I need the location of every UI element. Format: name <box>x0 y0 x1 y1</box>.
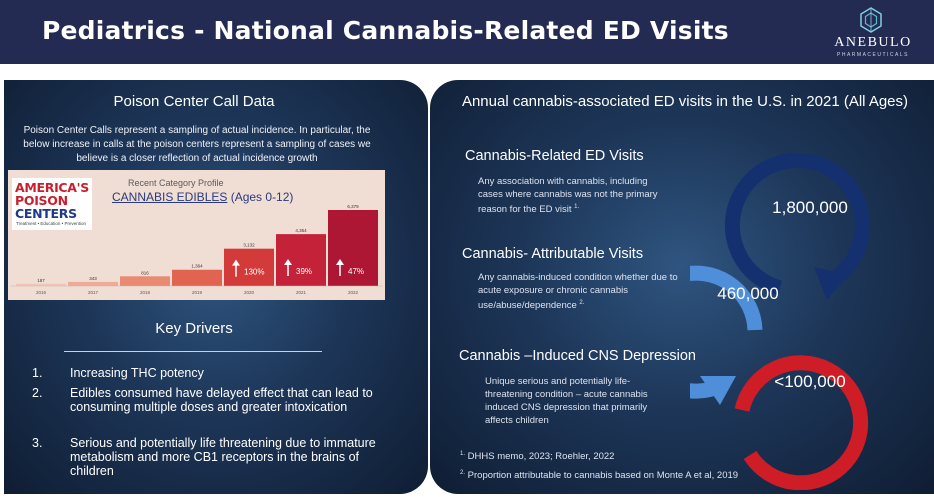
chart-bar <box>120 276 170 286</box>
header-bar: Pediatrics - National Cannabis-Related E… <box>0 0 934 64</box>
logo-tagline: Treatment • Education • Prevention <box>16 221 87 226</box>
section-desc-related: Any association with cannabis, including… <box>478 175 673 216</box>
x-tick-label: 2017 <box>88 290 99 295</box>
reference-2: 2. Proportion attributable to cannabis b… <box>460 470 738 481</box>
left-panel: Poison Center Call Data Poison Center Ca… <box>4 80 428 494</box>
chart-title-suffix: (Ages 0-12) <box>227 190 294 204</box>
light-blue-arrowhead-icon <box>700 376 736 405</box>
list-item-number: 3. <box>32 436 43 450</box>
slide-title: Pediatrics - National Cannabis-Related E… <box>42 16 729 45</box>
section-desc-text: Any association with cannabis, including… <box>478 176 658 216</box>
growth-arrowhead-icon <box>336 259 344 265</box>
section-desc-text: Any cannabis-induced condition whether d… <box>478 272 678 312</box>
ref-text: Proportion attributable to cannabis base… <box>465 470 739 482</box>
circular-arrows-graphic <box>690 152 870 490</box>
bar-value-label: 1,364 <box>191 264 203 269</box>
footnote-marker: 1. <box>574 204 580 210</box>
chart-bar <box>172 269 222 286</box>
footnote-marker: 2. <box>579 300 585 306</box>
growth-arrowhead-icon <box>232 259 240 266</box>
bar-value-label: 4,354 <box>295 228 307 233</box>
growth-percent-label: 130% <box>244 268 264 277</box>
logo-text-line3: CENTERS <box>15 206 77 221</box>
chart-title: CANNABIS EDIBLES (Ages 0-12) <box>112 190 293 204</box>
bar-chart-svg: 187 2016 343 2017 816 2018 1,364 2019 3,132 2020 1… <box>10 204 383 295</box>
bar-value-label: 816 <box>141 270 149 275</box>
ref-marker: 1. <box>460 451 466 457</box>
ref-text: DHHS memo, 2023; Roehler, 2022 <box>465 451 615 463</box>
growth-percent-label: 47% <box>348 267 364 276</box>
growth-arrowhead-icon <box>284 259 292 265</box>
logo-text-line2: POISON <box>15 193 68 208</box>
chart-title-main: CANNABIS EDIBLES <box>112 190 228 204</box>
chart-bar <box>328 210 378 286</box>
bar-value-label: 3,132 <box>243 243 255 248</box>
chart-bar <box>276 234 326 286</box>
section-title-attributable: Cannabis- Attributable Visits <box>462 246 644 262</box>
bar-value-label: 6,379 <box>347 204 359 209</box>
value-related-visits: 1,800,000 <box>772 198 848 217</box>
value-cns-depression: <100,000 <box>774 372 846 391</box>
ed-visits-title: Annual cannabis-associated ED visits in … <box>461 93 909 110</box>
divider <box>64 351 322 352</box>
bar-value-label: 187 <box>37 278 45 283</box>
section-desc-attributable: Any cannabis-induced condition whether d… <box>478 271 678 312</box>
x-tick-label: 2016 <box>36 290 47 295</box>
poison-center-description: Poison Center Calls represent a sampling… <box>23 125 371 164</box>
section-desc-cns: Unique serious and potentially life-thre… <box>485 376 648 426</box>
list-item-text: Edibles consumed have delayed effect tha… <box>70 386 373 414</box>
chart-bar <box>224 248 274 286</box>
section-title-cns: Cannabis –Induced CNS Depression <box>459 348 696 364</box>
right-panel: Annual cannabis-associated ED visits in … <box>430 80 934 494</box>
x-tick-label: 2021 <box>296 290 307 295</box>
chart-subtitle: Recent Category Profile <box>128 178 224 188</box>
reference-1: 1. DHHS memo, 2023; Roehler, 2022 <box>460 451 614 462</box>
poison-center-title: Poison Center Call Data <box>113 93 275 110</box>
key-drivers-title: Key Drivers <box>155 320 233 337</box>
bar-value-label: 343 <box>89 276 97 281</box>
dark-blue-arrow-icon <box>724 152 870 296</box>
growth-percent-label: 39% <box>296 267 312 276</box>
x-tick-label: 2018 <box>140 290 151 295</box>
chart-bar <box>68 281 118 286</box>
light-blue-arrow-icon <box>690 265 763 399</box>
list-item-text: Serious and potentially life threatening… <box>70 436 376 478</box>
chart-bar <box>16 283 66 286</box>
list-item-number: 1. <box>32 366 43 380</box>
list-item-number: 2. <box>32 386 43 400</box>
americas-poison-centers-logo: AMERICA'S POISON CENTERS Treatment • Edu… <box>12 178 92 230</box>
x-tick-label: 2019 <box>192 290 203 295</box>
red-arrow-icon <box>734 355 869 490</box>
value-attributable-visits: 460,000 <box>717 284 779 303</box>
anebulo-logo-icon <box>860 7 882 33</box>
logo-text-line1: AMERICA'S <box>15 180 89 195</box>
logo-subtitle: PHARMACEUTICALS <box>837 52 909 58</box>
section-title-related: Cannabis-Related ED Visits <box>465 148 644 164</box>
x-tick-label: 2020 <box>244 290 255 295</box>
x-tick-label: 2022 <box>348 290 359 295</box>
ref-marker: 2. <box>460 470 466 476</box>
cannabis-edibles-chart: 187 2016 343 2017 816 2018 1,364 2019 3,132 2020 1… <box>8 170 385 300</box>
list-item-text: Increasing THC potency <box>70 366 204 380</box>
dark-blue-arrowhead-icon <box>814 267 848 300</box>
logo-name: ANEBULO <box>834 35 912 50</box>
